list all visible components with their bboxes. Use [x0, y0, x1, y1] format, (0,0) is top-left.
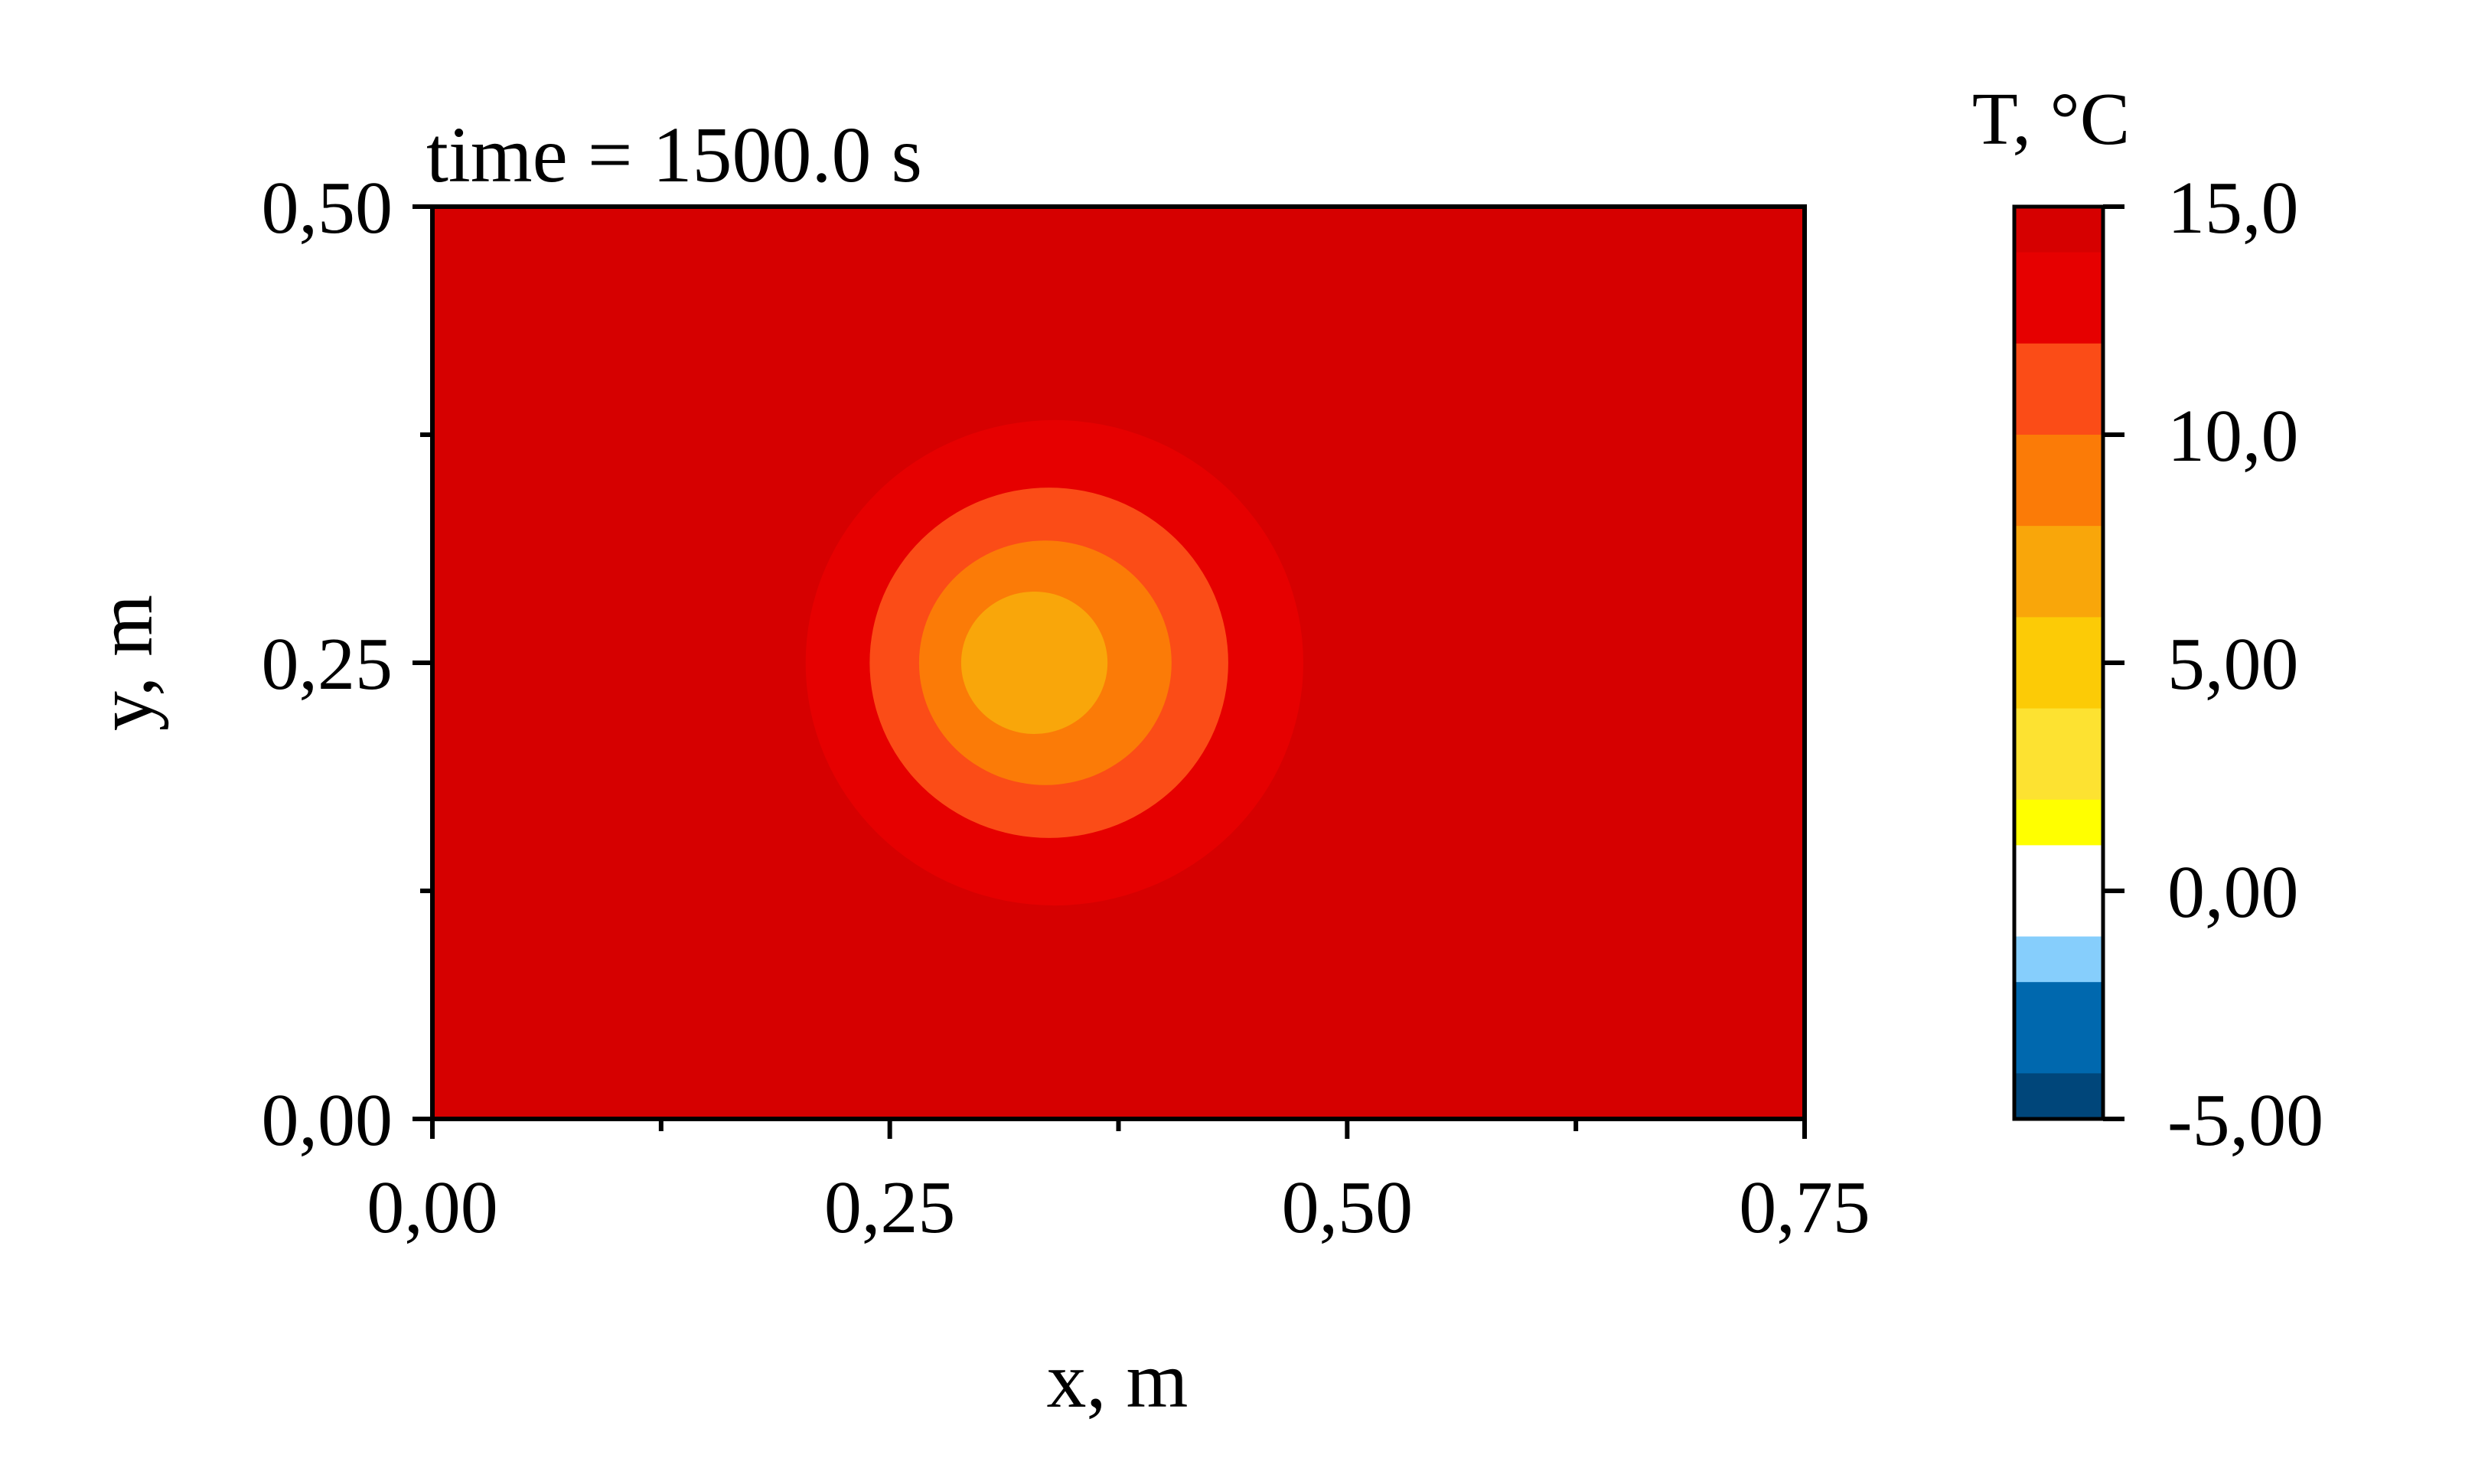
y-tick-label: 0,00 [262, 1079, 393, 1162]
colorbar-band-7 [2014, 708, 2103, 801]
x-tick-label: 0,25 [824, 1166, 956, 1249]
contour-band-4 [960, 592, 1108, 734]
colorbar: 15,0 10,0 5,00 0,00 -5,00 [2012, 167, 2323, 1162]
colorbar-tick-label: 5,00 [2167, 623, 2299, 706]
colorbar-band-8 [2014, 799, 2103, 846]
y-tick-label: 0,50 [262, 167, 393, 250]
chart-title: time = 1500.0 s [426, 111, 922, 199]
x-axis-label: x, m [1047, 1336, 1189, 1424]
colorbar-band-3 [2014, 343, 2103, 435]
y-tick-label: 0,25 [262, 623, 393, 706]
colorbar-band-9 [2014, 845, 2103, 938]
colorbar-tick-label: 0,00 [2167, 851, 2299, 934]
colorbar-tick-label: 15,0 [2167, 167, 2299, 250]
x-tick-label: 0,50 [1282, 1166, 1414, 1249]
colorbar-band-6 [2014, 617, 2103, 709]
colorbar-band-1 [2014, 207, 2103, 253]
plot-area [432, 207, 1805, 1119]
x-tick-label: 0,00 [367, 1166, 498, 1249]
colorbar-tick-label: 10,0 [2167, 395, 2299, 478]
y-axis-label: y, m [81, 595, 169, 731]
colorbar-band-11 [2014, 982, 2103, 1075]
y-axis: 0,00 0,25 0,50 [262, 167, 432, 1162]
colorbar-title: T, °C [1972, 78, 2130, 161]
colorbar-tick-label: -5,00 [2167, 1079, 2323, 1162]
colorbar-band-10 [2014, 936, 2103, 983]
colorbar-band-12 [2014, 1073, 2103, 1120]
colorbar-band-5 [2014, 526, 2103, 618]
colorbar-band-4 [2014, 435, 2103, 527]
colorbar-band-2 [2014, 252, 2103, 344]
x-tick-label: 0,75 [1739, 1166, 1870, 1249]
x-axis: 0,00 0,25 0,50 0,75 [367, 1119, 1870, 1249]
